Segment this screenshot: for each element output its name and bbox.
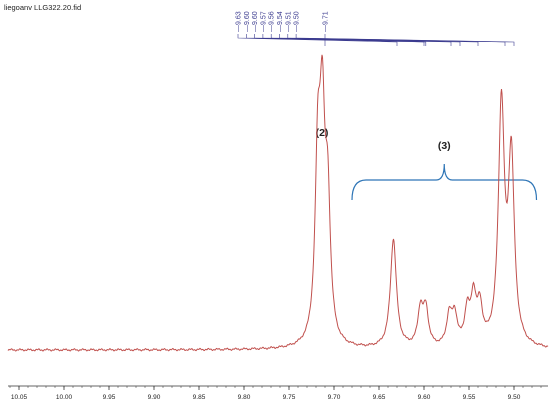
x-tick-label: 9.65 [373,394,386,401]
peak-label: —9.50 [294,11,301,32]
group-bracket-3 [351,163,538,201]
peak-label-connector [237,34,398,46]
spectrum-line [7,54,549,352]
peak-label: —9.56 [269,11,276,32]
peak-label-connector [254,34,427,46]
x-tick-label: 9.80 [238,394,251,401]
x-tick-label: 9.55 [463,394,476,401]
x-tick-label: 9.50 [508,394,521,401]
peak-label: —9.60 [252,11,259,32]
x-tick-label: 9.75 [283,394,296,401]
x-axis-ticks: 1010.0510.009.959.909.859.809.759.709.65… [9,386,542,401]
x-tick-label: 10.05 [11,394,28,401]
peak-label: —9.63 [236,11,243,32]
x-tick-label: 9.70 [328,394,341,401]
file-label: liegoanv LLG322.20.fid [4,3,81,12]
x-tick-label: 9.95 [103,394,116,401]
peak-label: —9.71 [323,11,330,32]
peak-label-connector [295,34,515,46]
x-tick-label: 9.90 [148,394,161,401]
annotation-label-3: (3) [438,140,451,152]
peak-label: —9.60 [244,11,251,32]
peak-label: —9.51 [285,11,292,32]
peak-label-connector [279,34,479,46]
x-tick-label: 9.85 [193,394,206,401]
x-tick-label: 10.00 [56,394,73,401]
peak-labels: —9.71—9.63 —9.60 —9.60 —9.57 —9.56 —9.54 —9.51… [236,11,515,46]
annotation-label-2: (2) [316,127,329,139]
peak-label: —9.57 [260,11,267,32]
peak-label: —9.54 [277,11,284,32]
x-tick-label: 9.60 [418,394,431,401]
